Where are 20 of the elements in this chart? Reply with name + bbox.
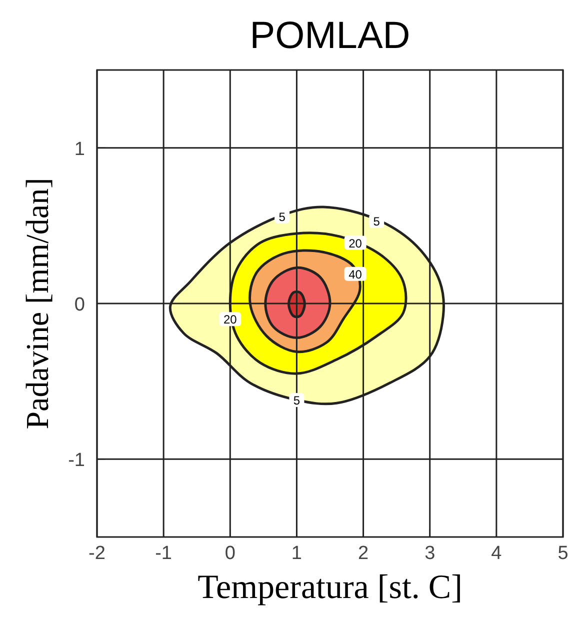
annotation: 5 — [293, 394, 300, 408]
x-tick-label: 5 — [558, 543, 568, 564]
x-tick-label: 2 — [358, 543, 369, 564]
annotation: 5 — [278, 210, 286, 224]
x-tick-label: 1 — [291, 543, 302, 564]
y-axis-title: Padavine [mm/dan] — [19, 178, 55, 430]
x-tick-label: -1 — [155, 543, 172, 564]
x-tick-label: 0 — [224, 543, 236, 564]
x-tick-label: -2 — [88, 543, 106, 564]
annotation: 40 — [348, 267, 362, 282]
x-tick-label: 3 — [424, 543, 436, 564]
y-tick-label: 1 — [74, 138, 85, 160]
annotation: 20 — [348, 236, 362, 250]
x-axis-title: Temperatura [st. C] — [198, 569, 462, 606]
chart-title: POMLAD — [250, 15, 410, 57]
y-tick-label: 0 — [74, 294, 85, 316]
x-tick-label: 4 — [491, 543, 502, 564]
annotation: 5 — [373, 214, 380, 228]
annotation: 20 — [223, 312, 238, 327]
y-tick-label: -1 — [68, 450, 85, 472]
